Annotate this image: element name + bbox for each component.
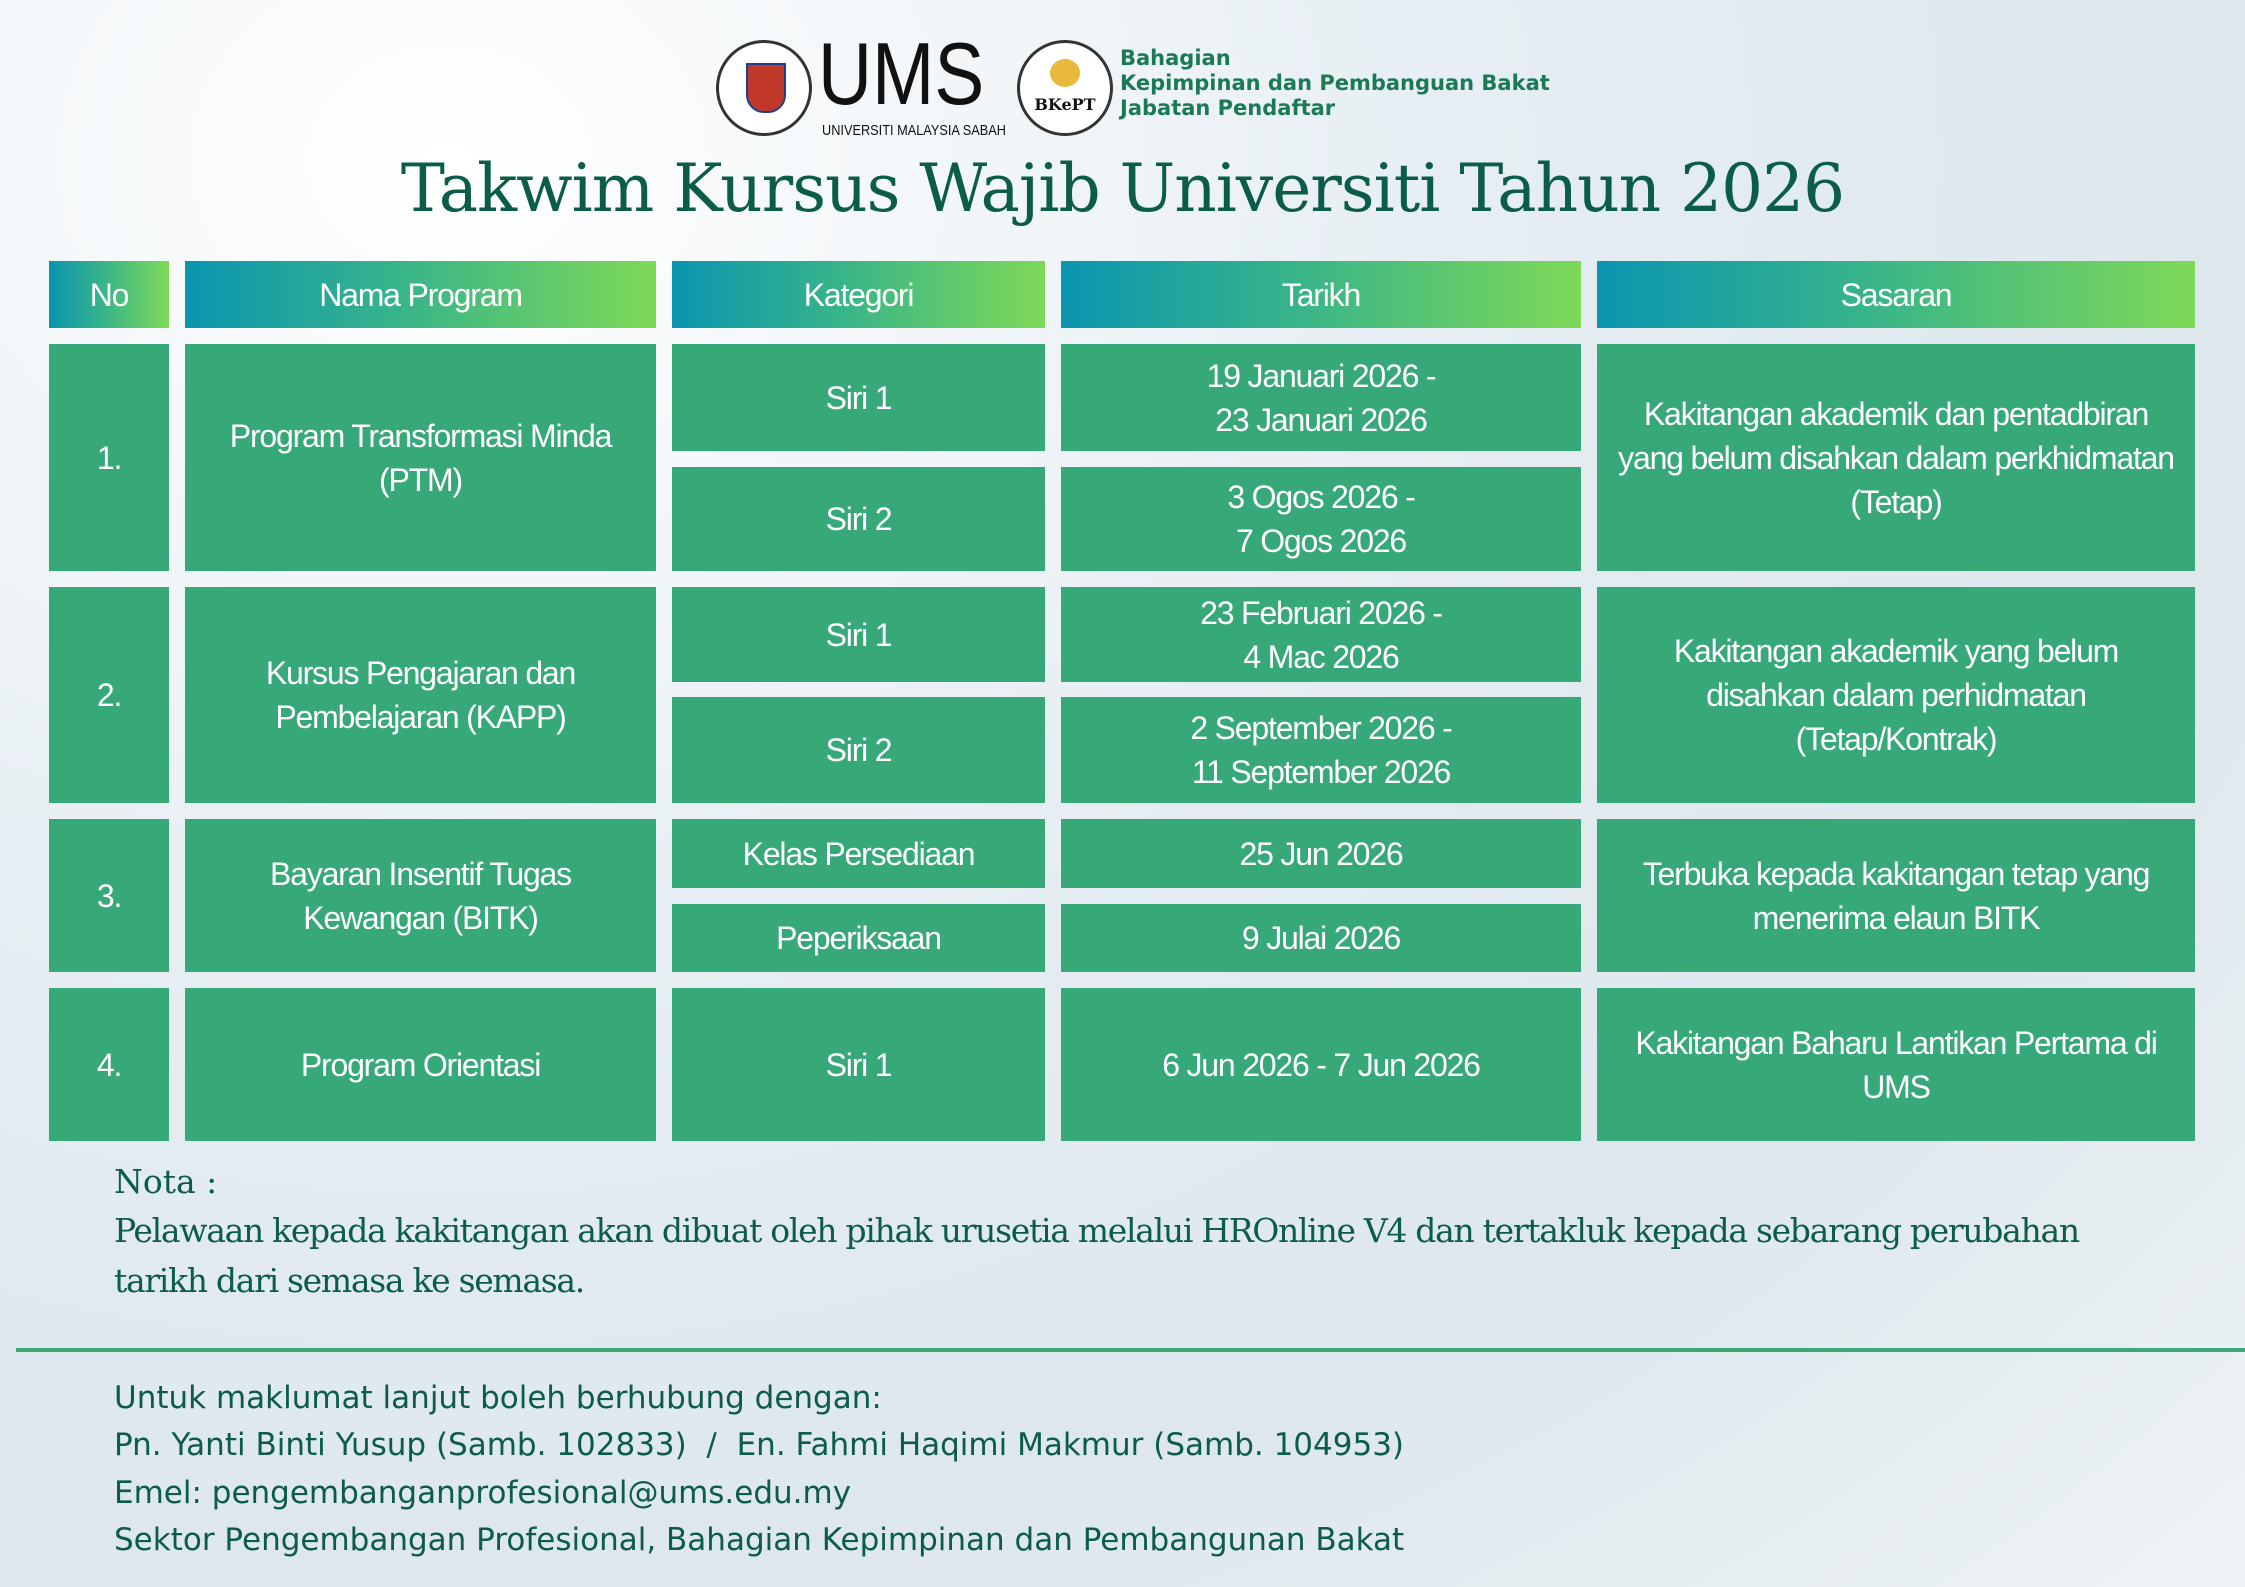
kategori: Siri 1 bbox=[672, 587, 1045, 682]
kategori: Siri 2 bbox=[672, 467, 1045, 571]
crest-shield-icon bbox=[746, 63, 786, 113]
ums-crest-logo bbox=[716, 40, 812, 136]
program-name: Kursus Pengajaran dan Pembelajaran (KAPP… bbox=[185, 587, 656, 803]
kategori: Siri 1 bbox=[672, 344, 1045, 451]
tarikh: 9 Julai 2026 bbox=[1061, 904, 1581, 972]
ums-logo-subtitle: UNIVERSITI MALAYSIA SABAH bbox=[822, 122, 1006, 139]
column-header-sasaran: Sasaran bbox=[1597, 261, 2195, 328]
row-number: 4. bbox=[49, 988, 169, 1141]
column-header-kategori: Kategori bbox=[672, 261, 1045, 328]
column-header-program: Nama Program bbox=[185, 261, 656, 328]
org-line: Jabatan Pendaftar bbox=[1120, 96, 1336, 120]
divider bbox=[16, 1348, 2245, 1352]
program-name: Program Transformasi Minda (PTM) bbox=[185, 344, 656, 571]
tarikh: 3 Ogos 2026 - 7 Ogos 2026 bbox=[1061, 467, 1581, 571]
tarikh: 25 Jun 2026 bbox=[1061, 819, 1581, 888]
sasaran: Kakitangan Baharu Lantikan Pertama di UM… bbox=[1597, 988, 2195, 1141]
program-name: Program Orientasi bbox=[185, 988, 656, 1141]
note-text: tarikh dari semasa ke semasa. bbox=[114, 1261, 585, 1300]
column-header-no: No bbox=[49, 261, 169, 328]
contact-email: Emel: pengembanganprofesional@ums.edu.my bbox=[114, 1475, 852, 1511]
kategori: Peperiksaan bbox=[672, 904, 1045, 972]
org-name: Bahagian Kepimpinan dan Pembanguan Bakat… bbox=[1120, 46, 1550, 121]
column-header-tarikh: Tarikh bbox=[1061, 261, 1581, 328]
row-number: 2. bbox=[49, 587, 169, 803]
sasaran: Kakitangan akademik dan pentadbiran yang… bbox=[1597, 344, 2195, 571]
org-line: Kepimpinan dan Pembanguan Bakat bbox=[1120, 71, 1550, 95]
tarikh: 19 Januari 2026 - 23 Januari 2026 bbox=[1061, 344, 1581, 451]
ums-logo-text: UMS bbox=[818, 24, 985, 123]
page-title: Takwim Kursus Wajib Universiti Tahun 202… bbox=[400, 150, 1845, 227]
kategori: Siri 1 bbox=[672, 988, 1045, 1141]
sasaran: Kakitangan akademik yang belum disahkan … bbox=[1597, 587, 2195, 803]
contact-line: Sektor Pengembangan Profesional, Bahagia… bbox=[114, 1522, 1405, 1558]
row-number: 3. bbox=[49, 819, 169, 972]
tarikh: 23 Februari 2026 - 4 Mac 2026 bbox=[1061, 587, 1581, 682]
tarikh: 6 Jun 2026 - 7 Jun 2026 bbox=[1061, 988, 1581, 1141]
note-label: Nota : bbox=[114, 1162, 218, 1201]
sasaran: Terbuka kepada kakitangan tetap yang men… bbox=[1597, 819, 2195, 972]
program-name: Bayaran Insentif Tugas Kewangan (BITK) bbox=[185, 819, 656, 972]
org-line: Bahagian bbox=[1120, 46, 1231, 70]
kategori: Siri 2 bbox=[672, 697, 1045, 803]
note-text: Pelawaan kepada kakitangan akan dibuat o… bbox=[114, 1211, 2080, 1250]
contact-line: Pn. Yanti Binti Yusup (Samb. 102833) / E… bbox=[114, 1427, 1405, 1463]
bkept-figure-icon bbox=[1050, 59, 1080, 87]
tarikh: 2 September 2026 - 11 September 2026 bbox=[1061, 697, 1581, 803]
contact-line: Untuk maklumat lanjut boleh berhubung de… bbox=[114, 1380, 882, 1416]
bkept-logo: BKePT bbox=[1017, 40, 1113, 136]
bkept-logo-text: BKePT bbox=[1034, 95, 1096, 114]
row-number: 1. bbox=[49, 344, 169, 571]
kategori: Kelas Persediaan bbox=[672, 819, 1045, 888]
